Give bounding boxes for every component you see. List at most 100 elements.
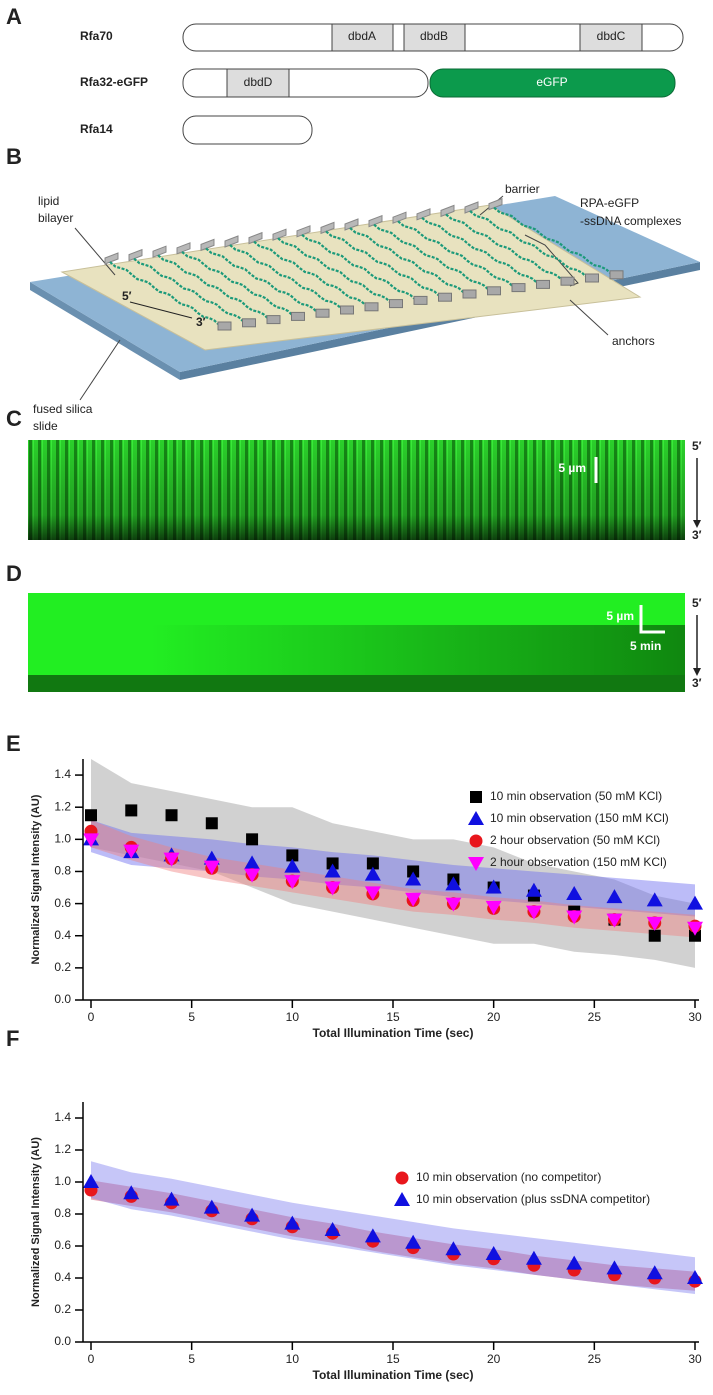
anchor <box>364 302 379 312</box>
barrier <box>416 208 431 221</box>
point <box>165 809 178 822</box>
x-tick-label: 5 <box>188 1352 195 1366</box>
y-tick-label: 0.4 <box>54 928 71 942</box>
barrier <box>392 211 407 224</box>
point <box>525 1250 542 1265</box>
y-tick-label: 1.2 <box>54 799 71 813</box>
anchor <box>315 308 330 318</box>
label: RPA-eGFP <box>580 196 639 210</box>
x-axis-title: Total Illumination Time (sec) <box>313 1026 474 1040</box>
legend-marker <box>395 1171 409 1185</box>
point <box>407 865 420 878</box>
arrowhead <box>693 520 701 528</box>
egfp-bar <box>429 68 676 98</box>
anchor <box>585 273 599 283</box>
barrier <box>320 221 335 235</box>
point <box>364 1228 381 1243</box>
barrier <box>440 204 455 218</box>
legend-marker <box>468 811 484 825</box>
point <box>123 844 140 859</box>
point <box>123 1185 140 1200</box>
y-tick-label: 1.4 <box>54 1110 71 1124</box>
point <box>485 1246 502 1260</box>
anchor <box>291 311 305 321</box>
legend-label: 10 min observation (no competitor) <box>416 1170 601 1184</box>
barrier <box>248 231 263 245</box>
legend-marker <box>470 791 482 803</box>
barrier <box>128 248 143 262</box>
point <box>687 1270 703 1284</box>
dna <box>133 257 246 324</box>
label: slide <box>33 419 58 433</box>
point <box>405 871 422 886</box>
point <box>445 876 462 891</box>
barrier <box>344 218 359 231</box>
barrier <box>152 245 167 258</box>
y-tick-label: 0.8 <box>54 1206 71 1220</box>
x-tick-label: 0 <box>88 1010 95 1024</box>
anchor <box>487 286 501 296</box>
x-tick-label: 5 <box>188 1010 195 1024</box>
point <box>646 916 663 931</box>
point <box>163 1191 180 1206</box>
y-tick-label: 0.8 <box>54 864 71 878</box>
barrier <box>488 197 503 211</box>
y-tick-label: 0.6 <box>54 1238 71 1252</box>
y-tick-label: 0.2 <box>54 960 71 974</box>
point <box>525 905 542 920</box>
point <box>284 1215 301 1230</box>
domain-diagram: Rfa70 dbdA dbdB dbdC Rfa32-eGFP dbdD eGF… <box>80 23 684 145</box>
scale-label: 5 µm <box>606 609 634 623</box>
y-tick-label: 1.0 <box>54 832 71 846</box>
error-band <box>91 820 695 917</box>
barrier <box>104 252 119 265</box>
protein-bar <box>182 115 313 145</box>
point <box>648 929 661 942</box>
dna <box>349 227 466 295</box>
anchor <box>511 283 526 293</box>
y-axis-title: Normalized Signal Intensity (AU) <box>30 794 42 964</box>
y-tick-label: 0.0 <box>54 1334 71 1348</box>
point <box>203 860 220 875</box>
panel-letter: E <box>6 731 21 756</box>
dna <box>469 210 589 279</box>
point <box>445 1241 462 1256</box>
protein-bar <box>182 68 429 98</box>
scale-label: 5 min <box>630 639 661 653</box>
point <box>244 1207 261 1222</box>
arrowhead <box>693 668 701 676</box>
point <box>286 849 299 862</box>
panel-letter: B <box>6 144 22 169</box>
anchor <box>242 318 256 328</box>
point <box>405 1234 422 1249</box>
domain-label: eGFP <box>536 75 567 89</box>
scale-bar <box>639 605 665 634</box>
legend-label: 10 min observation (plus ssDNA competito… <box>416 1192 650 1206</box>
label: -ssDNA complexes <box>580 214 681 228</box>
point <box>163 852 180 867</box>
y-tick-label: 1.4 <box>54 767 71 781</box>
anchor <box>340 305 354 315</box>
legend-label: 2 hour observation (150 mM KCl) <box>490 855 667 869</box>
label: barrier <box>505 182 540 196</box>
anchor <box>266 315 281 325</box>
legend-marker <box>468 857 484 871</box>
leader <box>79 339 121 401</box>
x-tick-label: 20 <box>487 1352 501 1366</box>
point <box>284 858 301 873</box>
dna <box>109 261 221 327</box>
x-tick-label: 20 <box>487 1010 501 1024</box>
point <box>566 1255 583 1270</box>
error-band <box>91 1161 695 1294</box>
end-label: 3′ <box>692 528 702 542</box>
x-tick-label: 25 <box>588 1010 602 1024</box>
point <box>246 833 259 846</box>
y-tick-label: 1.2 <box>54 1142 71 1156</box>
x-axis-title: Total Illumination Time (sec) <box>313 1368 474 1382</box>
end-label: 5′ <box>692 596 702 610</box>
point <box>83 833 99 848</box>
panel-letter: D <box>6 561 22 586</box>
anchor <box>560 276 575 286</box>
anchor <box>438 292 452 302</box>
x-tick-label: 30 <box>688 1010 702 1024</box>
